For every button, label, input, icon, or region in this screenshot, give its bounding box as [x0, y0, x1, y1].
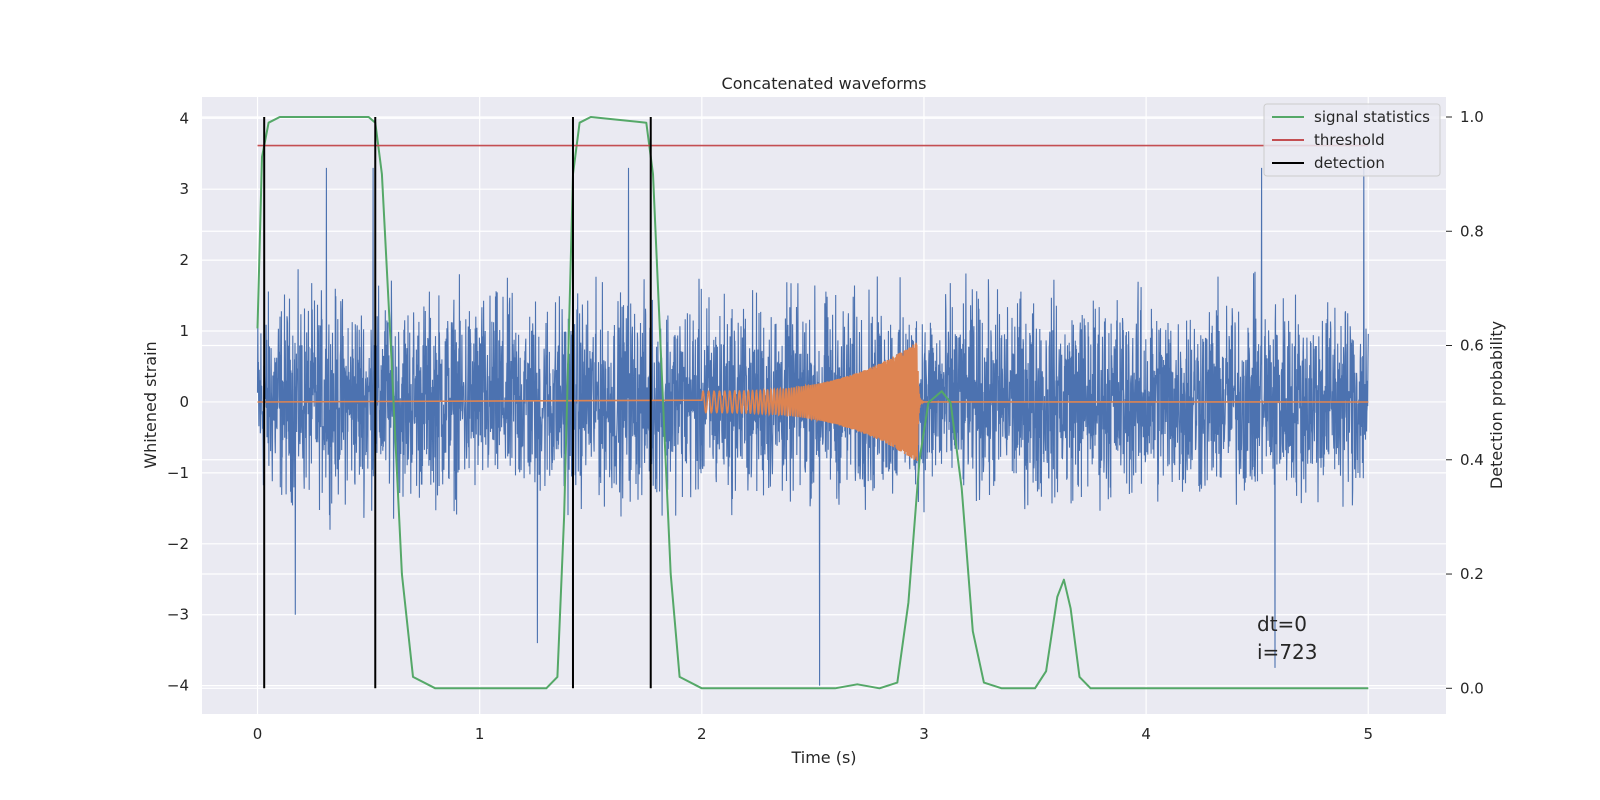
y-tick-label: 4	[179, 109, 189, 127]
y2-tick-label: 0.6	[1460, 337, 1484, 355]
signal-statistics-layer	[256, 116, 1369, 690]
y-tick-label: −2	[167, 535, 189, 553]
chart-title: Concatenated waveforms	[722, 74, 927, 93]
annotation-index: i=723	[1257, 640, 1318, 664]
x-tick-label: 5	[1363, 725, 1373, 743]
y-axis-label: Whitened strain	[141, 341, 160, 468]
x-axis-label: Time (s)	[790, 748, 856, 767]
strain-layer	[256, 160, 1369, 686]
legend: signal statistics threshold detection	[1263, 103, 1441, 177]
x-tick-label: 1	[475, 725, 485, 743]
legend-frame	[1263, 103, 1441, 177]
template-layer	[257, 342, 1369, 461]
y2-tick-label: 0.8	[1460, 222, 1484, 240]
signal-statistics-line	[256, 116, 1369, 690]
x-tick-label: 0	[253, 725, 263, 743]
y2-tick-label: 0.2	[1460, 565, 1484, 583]
x-tick-label: 3	[919, 725, 929, 743]
x-tick-label: 4	[1141, 725, 1151, 743]
y-tick-label: −3	[167, 606, 189, 624]
y2-tick-label: 1.0	[1460, 108, 1484, 126]
y2-axis-label: Detection probability	[1487, 321, 1506, 489]
y-tick-label: 1	[179, 322, 189, 340]
y2-tick-label: 0.4	[1460, 451, 1484, 469]
y-tick-label: 3	[179, 180, 189, 198]
legend-label-signal-statistics: signal statistics	[1314, 108, 1430, 126]
y-tick-label: −4	[167, 677, 189, 695]
axes-layer: 0 1 2 3 4 5 4 3 2 1 0 −1 −2 −3 −4 1.0 0.8 0.6 0.4 0.2 0.0	[167, 108, 1484, 743]
legend-label-detection: detection	[1314, 154, 1385, 172]
y2-tick-label: 0.0	[1460, 679, 1484, 697]
y-tick-label: 2	[179, 251, 189, 269]
y-tick-label: −1	[167, 464, 189, 482]
strain-noise-line	[256, 160, 1369, 686]
x-tick-label: 2	[697, 725, 707, 743]
legend-label-threshold: threshold	[1314, 131, 1385, 149]
template-chirp-line	[257, 342, 1369, 461]
y-tick-label: 0	[179, 393, 189, 411]
annotation-dt: dt=0	[1257, 612, 1307, 636]
